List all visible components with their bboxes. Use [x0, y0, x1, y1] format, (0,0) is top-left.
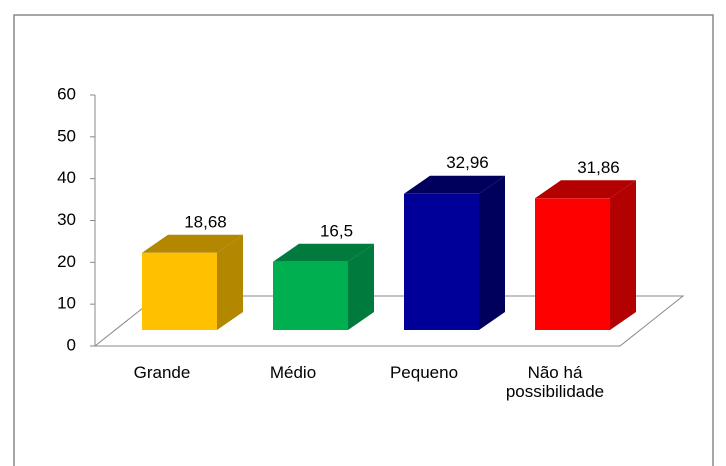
bar-side: [610, 180, 636, 330]
y-tick-label: 30: [57, 210, 76, 229]
y-tick-label: 60: [57, 84, 76, 103]
y-tick-label: 10: [57, 294, 76, 313]
y-tick-label: 0: [67, 335, 76, 354]
value-label: 32,96: [446, 153, 489, 172]
bar: [273, 261, 348, 330]
x-tick-label: Médio: [269, 363, 317, 382]
bar: [142, 252, 217, 330]
y-tick-label: 50: [57, 126, 76, 145]
x-tick-label: Grande: [133, 363, 191, 382]
bar-side: [479, 175, 505, 330]
bar-top: [404, 175, 505, 194]
y-tick-label: 40: [57, 168, 76, 187]
value-label: 31,86: [577, 158, 620, 177]
value-label: 18,68: [184, 212, 227, 231]
bar-side: [217, 234, 243, 330]
bar-top: [142, 234, 243, 253]
value-label: 16,5: [320, 221, 353, 240]
bar: [404, 193, 479, 330]
bar: [535, 198, 610, 330]
chart-frame: [13, 14, 714, 466]
x-tick-label: Pequeno: [389, 363, 459, 382]
bar-side: [348, 243, 374, 330]
x-tick-label: Não há possibilidade: [505, 363, 605, 401]
y-tick-label: 20: [57, 252, 76, 271]
bar-top: [273, 243, 374, 262]
bar-top: [535, 180, 636, 199]
